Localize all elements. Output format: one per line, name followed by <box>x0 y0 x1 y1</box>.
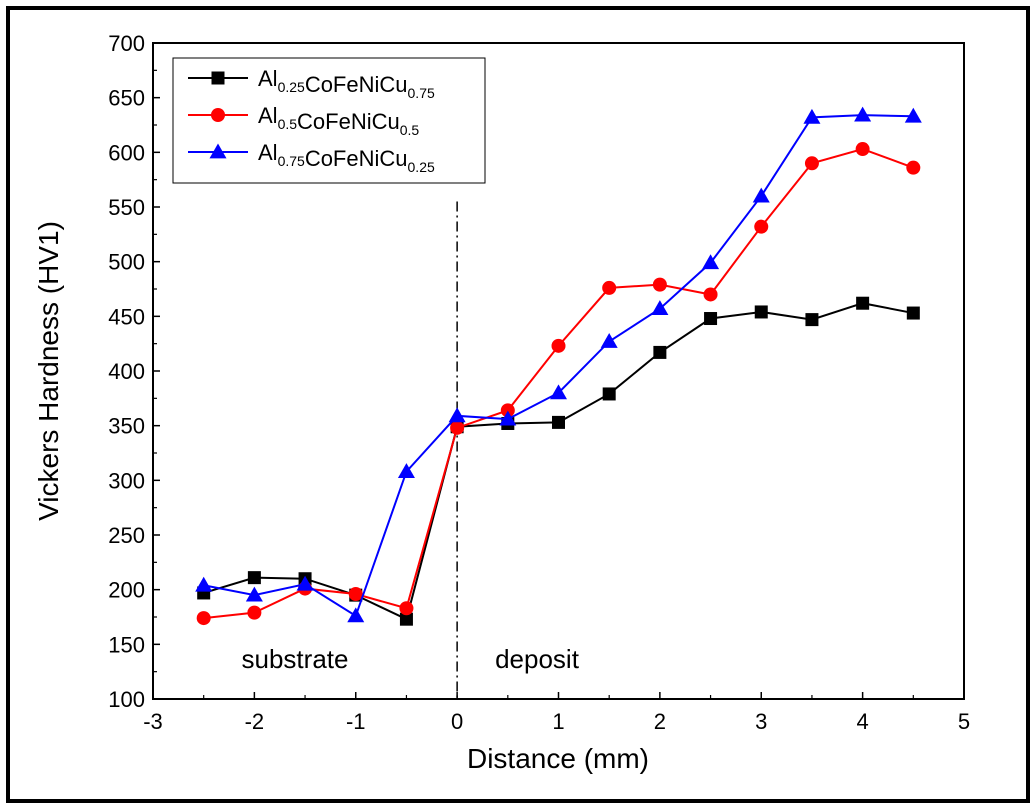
y-tick-label: 700 <box>108 31 145 56</box>
x-tick-label: 5 <box>958 709 970 734</box>
data-point <box>703 287 718 302</box>
data-point <box>448 407 466 423</box>
y-tick-label: 500 <box>108 250 145 275</box>
data-point <box>704 312 718 326</box>
series-line <box>203 114 914 618</box>
data-point <box>450 420 465 435</box>
data-point <box>552 415 565 429</box>
x-axis-title: Distance (mm) <box>467 743 649 774</box>
y-axis-title: Vickers Hardness (HV1) <box>33 221 64 521</box>
data-point <box>803 108 821 124</box>
data-point <box>906 306 920 320</box>
y-tick-label: 150 <box>108 632 145 657</box>
y-tick-label: 400 <box>108 359 145 384</box>
x-tick-label: 3 <box>755 709 767 734</box>
data-point <box>904 107 922 123</box>
x-tick-label: -1 <box>346 709 366 734</box>
data-point <box>855 142 870 157</box>
data-point <box>247 571 261 585</box>
data-point <box>805 313 819 327</box>
legend-label: Al0.5CoFeNiCu0.5 <box>258 103 419 138</box>
series-line <box>203 148 914 620</box>
data-point <box>653 345 667 359</box>
y-tick-label: 600 <box>108 140 145 165</box>
data-point <box>856 296 870 310</box>
data-point <box>348 587 363 602</box>
x-tick-label: -2 <box>245 709 265 734</box>
y-tick-label: 300 <box>108 468 145 493</box>
data-point <box>347 607 365 623</box>
legend-marker <box>209 143 227 159</box>
x-tick-label: 0 <box>451 709 463 734</box>
data-point <box>499 410 517 426</box>
data-point <box>702 254 720 270</box>
data-point <box>397 463 415 478</box>
legend-marker <box>211 108 225 122</box>
y-tick-label: 250 <box>108 523 145 548</box>
y-tick-label: 550 <box>108 195 145 220</box>
data-point <box>754 305 768 319</box>
data-point <box>399 612 413 626</box>
series-3 <box>195 106 922 623</box>
region-label-right: deposit <box>495 644 580 674</box>
data-point <box>754 219 769 234</box>
y-tick-label: 650 <box>108 86 145 111</box>
data-point <box>906 160 921 175</box>
x-tick-label: -3 <box>143 709 163 734</box>
x-tick-label: 4 <box>857 709 869 734</box>
legend-marker <box>211 71 225 85</box>
data-point <box>196 611 211 626</box>
y-tick-label: 450 <box>108 304 145 329</box>
x-tick-label: 2 <box>654 709 666 734</box>
data-point <box>651 300 669 316</box>
data-point <box>500 403 515 418</box>
data-point <box>804 156 819 171</box>
data-point <box>247 605 262 620</box>
data-point <box>195 576 213 592</box>
series-2 <box>196 142 921 626</box>
legend-label: Al0.25CoFeNiCu0.75 <box>258 66 435 101</box>
data-point <box>652 277 667 292</box>
data-point <box>602 387 616 401</box>
legend-label: Al0.75CoFeNiCu0.25 <box>258 140 435 175</box>
data-point <box>296 575 314 591</box>
y-tick-label: 200 <box>108 578 145 603</box>
data-point <box>600 332 618 348</box>
y-tick-label: 350 <box>108 414 145 439</box>
legend: Al0.25CoFeNiCu0.75Al0.5CoFeNiCu0.5Al0.75… <box>172 57 486 184</box>
y-tick-label: 100 <box>108 687 145 712</box>
data-point <box>399 601 414 616</box>
data-point <box>602 280 617 295</box>
data-point <box>854 106 872 122</box>
data-point <box>551 338 566 353</box>
data-point <box>752 187 770 203</box>
data-point <box>245 586 263 602</box>
x-tick-label: 1 <box>552 709 564 734</box>
region-label-left: substrate <box>242 644 349 674</box>
data-point <box>550 384 567 400</box>
